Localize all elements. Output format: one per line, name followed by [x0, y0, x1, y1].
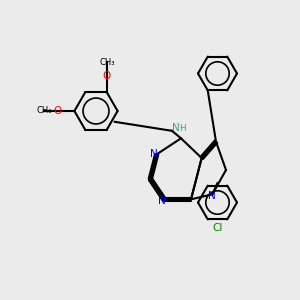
Text: N: N — [172, 123, 179, 134]
Text: CH₃: CH₃ — [100, 58, 116, 67]
Text: H: H — [179, 124, 186, 133]
Text: O: O — [54, 106, 62, 116]
Text: N: N — [158, 196, 166, 206]
Text: O: O — [103, 71, 111, 81]
Text: N: N — [208, 191, 216, 201]
Text: CH₃: CH₃ — [37, 106, 52, 115]
Text: N: N — [150, 149, 158, 159]
Text: Cl: Cl — [212, 223, 223, 233]
